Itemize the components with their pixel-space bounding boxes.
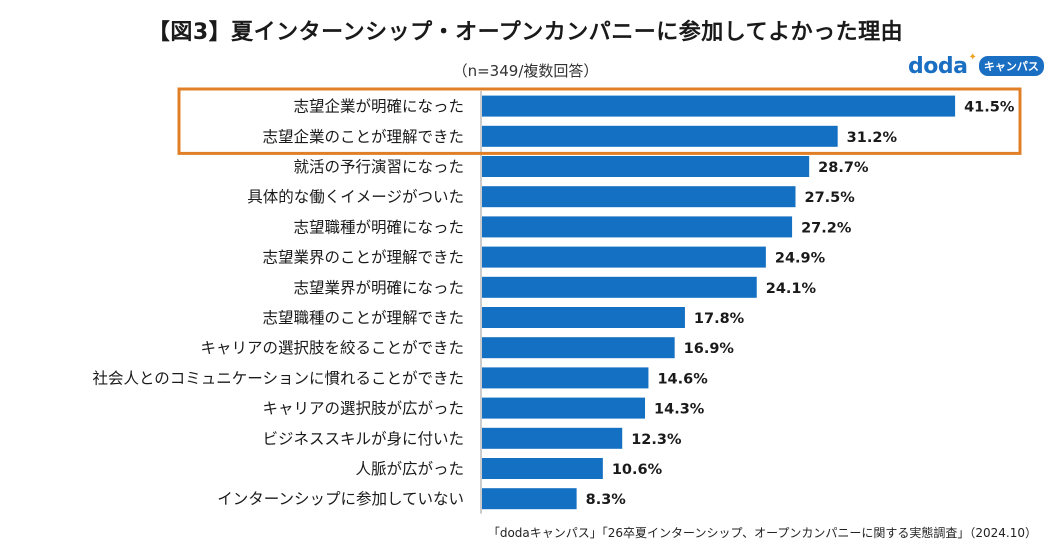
value-label: 8.3% bbox=[586, 492, 627, 508]
category-label: 具体的な働くイメージがついた bbox=[247, 188, 464, 206]
bar bbox=[482, 276, 757, 298]
category-label: 志望職種のことが理解できた bbox=[262, 309, 464, 327]
category-label: 社会人とのコミュニケーションに慣れることができた bbox=[92, 369, 464, 387]
value-label: 24.9% bbox=[775, 251, 826, 267]
bar bbox=[482, 156, 810, 177]
bar bbox=[482, 246, 766, 268]
source-note: 「dodaキャンパス」「26卒夏インターンシップ、オープンカンパニーに関する実態… bbox=[487, 526, 1037, 540]
category-label: インターンシップに参加していない bbox=[217, 490, 464, 508]
logo-badge: キャンパス bbox=[978, 56, 1044, 76]
category-label: ビジネススキルが身に付いた bbox=[262, 430, 464, 448]
value-label: 14.6% bbox=[657, 371, 708, 387]
bar bbox=[482, 337, 675, 359]
bar bbox=[482, 367, 649, 389]
highlight-box bbox=[177, 87, 1022, 155]
bar bbox=[482, 95, 956, 117]
category-label: キャリアの選択肢を絞ることができた bbox=[200, 339, 464, 357]
category-label: キャリアの選択肢が広がった bbox=[262, 400, 464, 418]
bar bbox=[482, 427, 623, 449]
logo-star-icon: ✦ bbox=[968, 51, 977, 63]
chart-title: 【図3】夏インターンシップ・オープンカンパニーに参加してよかった理由 bbox=[147, 20, 904, 45]
category-label: 志望企業が明確になった bbox=[293, 98, 464, 116]
value-label: 14.3% bbox=[654, 402, 705, 418]
bar bbox=[482, 216, 793, 238]
value-label: 24.1% bbox=[766, 281, 817, 297]
value-label: 31.2% bbox=[847, 130, 898, 146]
value-label: 27.5% bbox=[805, 190, 856, 206]
value-label: 28.7% bbox=[818, 160, 869, 176]
value-label: 41.5% bbox=[964, 100, 1015, 116]
category-label: 人脈が広がった bbox=[355, 460, 464, 478]
category-label: 就活の予行演習になった bbox=[293, 158, 464, 176]
bar bbox=[482, 458, 603, 479]
value-label: 16.9% bbox=[684, 341, 735, 357]
value-label: 10.6% bbox=[612, 462, 663, 478]
bar bbox=[482, 488, 577, 510]
category-label: 志望企業のことが理解できた bbox=[262, 128, 464, 146]
value-label: 27.2% bbox=[801, 220, 852, 236]
value-label: 17.8% bbox=[694, 311, 745, 327]
bar bbox=[482, 186, 796, 208]
logo-word: doda bbox=[908, 53, 968, 79]
doda-campus-logo: doda ✦ キャンパス bbox=[908, 51, 1044, 79]
chart-subtitle: （n=349/複数回答） bbox=[452, 62, 599, 80]
category-label: 志望業界のことが理解できた bbox=[262, 249, 464, 267]
bar bbox=[482, 307, 685, 328]
category-label: 志望職種が明確になった bbox=[293, 218, 464, 236]
value-label: 12.3% bbox=[631, 432, 682, 448]
bar bbox=[482, 125, 838, 147]
bar bbox=[482, 397, 646, 419]
category-label: 志望業界が明確になった bbox=[293, 279, 464, 297]
